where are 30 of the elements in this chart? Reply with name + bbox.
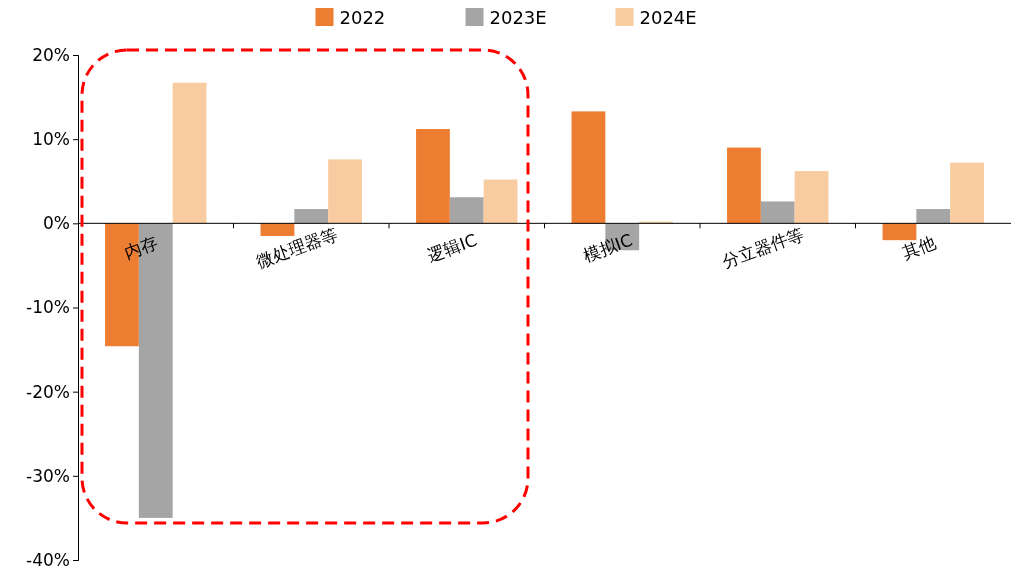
x-tick-label: 分立器件等 <box>719 223 807 272</box>
bar <box>483 179 518 224</box>
x-tick-label: 内存 <box>121 232 161 263</box>
bar <box>328 159 362 224</box>
y-tick-label: -30% <box>26 465 70 486</box>
y-tick-label: 20% <box>32 44 70 65</box>
legend-label: 2023E <box>489 7 547 28</box>
bar <box>727 147 761 224</box>
x-tick-label: 微处理器等 <box>253 223 341 272</box>
bar <box>172 82 207 224</box>
x-tick-label: 模拟IC <box>580 229 636 266</box>
bar <box>260 223 295 236</box>
legend-label: 2022 <box>339 7 386 28</box>
x-tick-label: 逻辑IC <box>424 229 480 266</box>
y-tick-label: 10% <box>32 129 70 150</box>
bar <box>794 171 829 224</box>
bar <box>571 111 606 224</box>
bar <box>294 209 329 224</box>
legend-label: 2024E <box>639 7 697 28</box>
bar <box>916 209 951 224</box>
y-tick-label: -40% <box>26 549 70 570</box>
bar <box>760 201 795 224</box>
y-tick-label: -10% <box>26 297 70 318</box>
y-tick-label: 0% <box>43 213 70 234</box>
bar <box>449 197 484 224</box>
bar <box>882 223 917 241</box>
x-tick-label: 其他 <box>899 232 939 263</box>
y-tick-label: -20% <box>26 381 70 402</box>
bar <box>950 162 984 224</box>
bar <box>416 129 450 224</box>
